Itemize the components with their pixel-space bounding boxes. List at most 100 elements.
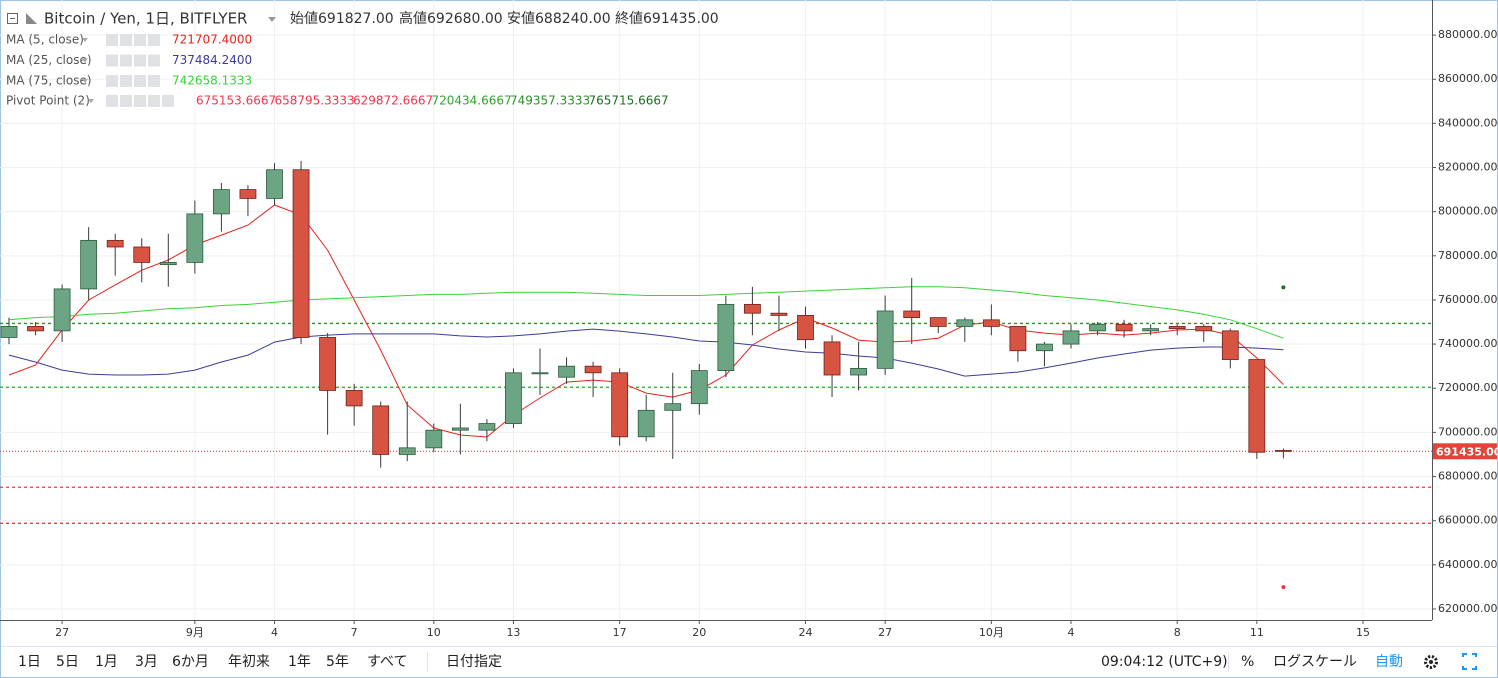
pivot-point	[1281, 585, 1286, 590]
dropdown-icon[interactable]	[82, 79, 88, 83]
legend-icon[interactable]	[120, 75, 132, 87]
symbol-icon	[26, 13, 37, 24]
range-button[interactable]: 5日	[56, 654, 79, 670]
candle-body	[1168, 326, 1186, 330]
legend-icon[interactable]	[148, 54, 160, 67]
pivot-point	[1281, 285, 1286, 290]
x-tick-label: 13	[506, 626, 520, 639]
y-tick-label: 720000.00	[1438, 381, 1498, 394]
candle-body	[106, 239, 124, 248]
legend-icon[interactable]	[106, 95, 118, 107]
ohlc-name: 高値	[399, 10, 427, 27]
candle-body	[584, 365, 602, 374]
legend-icon[interactable]	[162, 95, 174, 107]
x-tick-label: 24	[799, 626, 813, 639]
legend-icon[interactable]	[106, 34, 118, 46]
x-tick-label: 8	[1174, 626, 1181, 639]
candle-body	[1248, 359, 1266, 453]
candle-body	[744, 303, 761, 314]
dropdown-icon[interactable]	[88, 99, 94, 103]
y-tick-label: 880000.00	[1438, 28, 1498, 41]
legend-icon[interactable]	[134, 54, 146, 67]
price-label: 691435.00	[1436, 445, 1498, 458]
range-button[interactable]: 3月	[135, 654, 158, 670]
date-range-button[interactable]: 日付指定	[446, 654, 502, 670]
candle-body	[159, 262, 177, 266]
x-tick-label: 4	[271, 626, 278, 639]
legend-icon[interactable]	[120, 95, 132, 107]
candle-body	[982, 319, 1000, 327]
x-tick-label: 7	[351, 626, 358, 639]
candle-body	[27, 326, 44, 332]
candle-body	[664, 403, 682, 411]
legend-icon[interactable]	[120, 34, 132, 46]
candle-body	[1275, 450, 1292, 452]
candle-body	[345, 390, 363, 407]
legend-name: MA (5, close)	[6, 33, 84, 47]
fullscreen-icon[interactable]	[1462, 653, 1477, 670]
range-button[interactable]: 5年	[326, 654, 349, 670]
y-tick-label: 820000.00	[1438, 161, 1498, 174]
ma-line	[8, 286, 1284, 339]
legend-icon[interactable]	[120, 54, 132, 67]
y-tick-label: 800000.00	[1438, 205, 1498, 218]
ma-line	[8, 328, 1284, 377]
legend-value: 721707.4000	[172, 33, 252, 47]
candle-body	[212, 189, 230, 215]
x-tick-label: 10	[427, 626, 441, 639]
candle-body	[1089, 323, 1106, 332]
y-tick-label: 860000.00	[1438, 72, 1498, 85]
candle-body	[850, 367, 867, 376]
ohlc-legend: 安値688240.00	[507, 11, 611, 27]
settings-icon[interactable]	[1424, 655, 1438, 669]
range-button[interactable]: 6か月	[172, 654, 209, 670]
legend-icon[interactable]	[106, 54, 118, 67]
y-tick-label: 840000.00	[1438, 116, 1498, 129]
x-tick-label: 27	[55, 626, 69, 639]
candle-body	[531, 372, 549, 375]
percent-button[interactable]: %	[1241, 654, 1254, 670]
candle-body	[451, 427, 469, 431]
range-button[interactable]: 1年	[288, 654, 311, 670]
y-tick-label: 680000.00	[1438, 470, 1498, 483]
log-scale-button[interactable]: ログスケール	[1273, 654, 1357, 670]
x-tick-label: 27	[878, 626, 892, 639]
legend-icon[interactable]	[134, 75, 146, 87]
candle-body	[1036, 343, 1053, 352]
dropdown-icon[interactable]	[268, 17, 276, 22]
candle-body	[133, 246, 151, 263]
y-tick-label: 660000.00	[1438, 514, 1498, 527]
legend-icon[interactable]	[134, 95, 146, 107]
pivot-value: 765715.6667	[589, 94, 669, 108]
pivot-value: 675153.6667	[196, 94, 276, 108]
pivot-value: 629872.6667	[353, 94, 433, 108]
range-button[interactable]: 1日	[18, 654, 41, 670]
legend-icon[interactable]	[148, 75, 160, 87]
legend-icon[interactable]	[106, 75, 118, 87]
legend-icon[interactable]	[148, 95, 160, 107]
candle-body	[823, 341, 841, 376]
legend-value: 742658.1333	[172, 74, 252, 88]
ohlc-name: 始値	[290, 11, 318, 27]
collapse-icon[interactable]	[7, 13, 18, 24]
dropdown-icon[interactable]	[82, 38, 88, 42]
x-tick-label: 9月	[186, 626, 204, 639]
range-button[interactable]: 年初来	[228, 653, 270, 670]
plot-area	[0, 0, 1432, 620]
candle-body	[478, 423, 496, 431]
auto-button[interactable]: 自動	[1375, 654, 1403, 670]
candle-body	[611, 372, 629, 438]
y-tick-label: 760000.00	[1438, 293, 1498, 306]
range-button[interactable]: 1月	[95, 654, 118, 670]
dropdown-icon[interactable]	[82, 58, 88, 63]
candle-body	[80, 239, 98, 290]
range-button[interactable]: すべて	[367, 654, 407, 670]
legend-icon[interactable]	[134, 34, 146, 46]
candle-body	[1062, 330, 1080, 345]
candle-body	[372, 405, 390, 455]
ohlc-legend: 始値691827.00	[290, 11, 394, 27]
candle-body	[929, 317, 947, 327]
candle-body	[319, 337, 337, 391]
legend-name: MA (25, close)	[6, 53, 92, 67]
legend-icon[interactable]	[148, 34, 160, 46]
